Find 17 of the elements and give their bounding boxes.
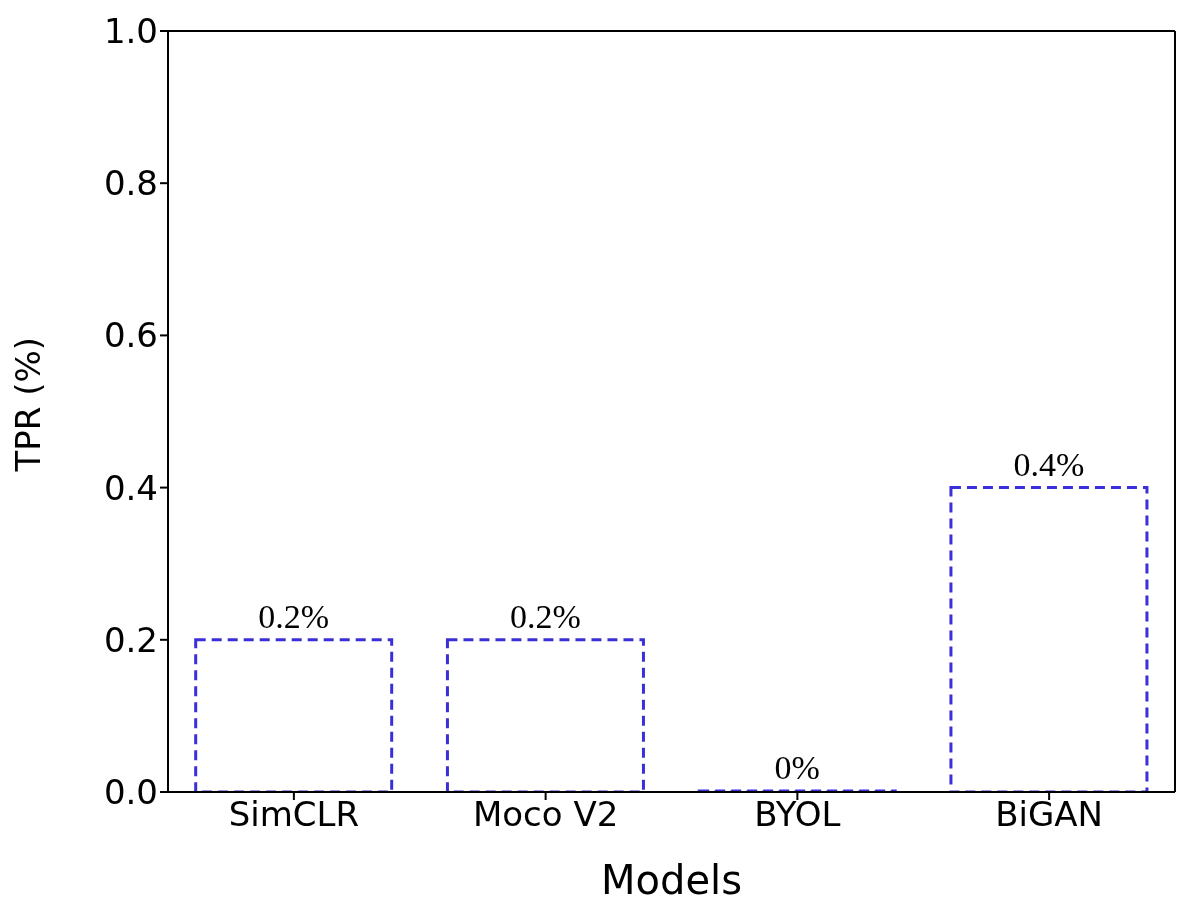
y-tick-label: 0.6: [103, 315, 158, 356]
x-tick-label: BYOL: [754, 794, 841, 835]
y-tick-label: 0.8: [103, 163, 158, 204]
y-axis-title: TPR (%): [8, 336, 49, 473]
data-label: 0.2%: [510, 597, 581, 635]
data-label: 0.4%: [1013, 445, 1085, 483]
y-tick-label: 0.0: [103, 772, 158, 813]
x-tick-label: BiGAN: [995, 794, 1104, 835]
y-tick-label: 0.4: [103, 467, 158, 508]
bar: [697, 789, 897, 792]
y-tick-label: 1.0: [103, 11, 158, 52]
x-tick-label: Moco V2: [472, 794, 619, 835]
y-tick-label: 0.2: [103, 619, 158, 660]
x-axis-title: Models: [601, 857, 742, 903]
data-label: 0.2%: [258, 597, 330, 635]
x-tick-label: SimCLR: [228, 794, 360, 835]
data-label: 0%: [774, 749, 820, 786]
